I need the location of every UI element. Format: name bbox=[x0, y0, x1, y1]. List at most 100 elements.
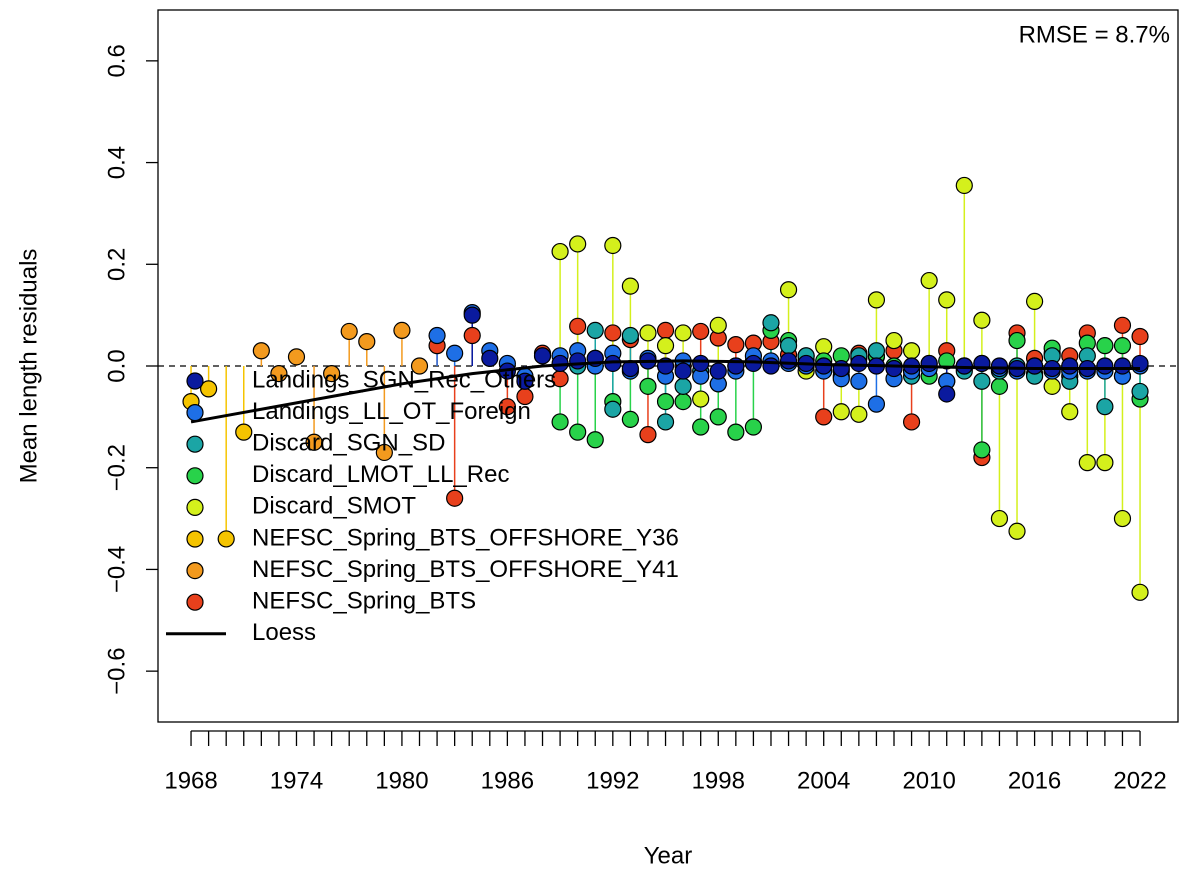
residual-point bbox=[692, 322, 710, 341]
residual-point bbox=[1113, 357, 1132, 375]
residual-point bbox=[375, 443, 393, 462]
residual-point bbox=[727, 336, 745, 354]
x-tick-label: 1986 bbox=[481, 767, 534, 794]
residual-point bbox=[902, 413, 921, 431]
legend-label: NEFSC_Spring_BTS_OFFSHORE_Y41 bbox=[252, 556, 679, 583]
legend-marker bbox=[186, 498, 204, 516]
residual-point bbox=[1008, 522, 1026, 540]
residual-point bbox=[779, 281, 798, 299]
residual-point bbox=[990, 377, 1009, 395]
y-tick-label: 0.2 bbox=[103, 248, 130, 281]
residual-point bbox=[323, 365, 341, 383]
legend-label: NEFSC_Spring_BTS_OFFSHORE_Y36 bbox=[252, 524, 679, 551]
residual-point bbox=[1113, 509, 1132, 528]
residual-point bbox=[656, 393, 675, 411]
residual-point bbox=[674, 377, 692, 395]
residual-point bbox=[639, 426, 657, 444]
residual-point bbox=[885, 359, 903, 378]
residual-point bbox=[551, 242, 569, 261]
residual-point bbox=[1043, 377, 1061, 395]
residual-point bbox=[990, 357, 1009, 375]
y-tick-label: 0.6 bbox=[103, 44, 130, 77]
legend-marker bbox=[186, 372, 204, 390]
residual-point bbox=[252, 342, 270, 360]
residual-point bbox=[920, 354, 938, 373]
residual-point bbox=[287, 348, 306, 366]
residual-point bbox=[446, 344, 464, 362]
y-axis-label: Mean length residuals bbox=[15, 249, 42, 484]
residual-point bbox=[235, 423, 253, 441]
loess-line bbox=[190, 359, 1141, 424]
y-tick-label: −0.6 bbox=[103, 647, 130, 694]
residual-point bbox=[621, 326, 639, 345]
residual-point bbox=[973, 311, 991, 329]
y-tick-label: 0.0 bbox=[103, 349, 130, 382]
x-axis-label: Year bbox=[644, 842, 693, 869]
residual-point bbox=[1025, 292, 1044, 311]
residual-point bbox=[656, 337, 675, 355]
residual-point bbox=[639, 377, 657, 395]
residual-point bbox=[938, 385, 956, 403]
residual-point bbox=[463, 326, 481, 345]
residual-point bbox=[270, 365, 288, 383]
residual-point bbox=[217, 530, 235, 548]
residual-point bbox=[938, 352, 956, 370]
legend-marker bbox=[186, 593, 204, 611]
residual-point bbox=[902, 342, 921, 360]
residual-point bbox=[358, 332, 376, 351]
residual-point bbox=[885, 331, 903, 350]
residual-point bbox=[973, 372, 991, 390]
residual-point bbox=[762, 357, 780, 375]
residual-point bbox=[815, 408, 833, 426]
residual-point bbox=[656, 321, 675, 339]
residual-point bbox=[1096, 398, 1114, 416]
residual-point bbox=[1008, 331, 1026, 350]
legend-marker bbox=[186, 530, 204, 548]
residual-point bbox=[569, 317, 587, 335]
residual-point bbox=[1131, 583, 1149, 601]
x-tick-label: 2022 bbox=[1113, 767, 1166, 794]
x-tick-label: 2010 bbox=[902, 767, 955, 794]
residual-point bbox=[692, 390, 710, 408]
residual-point bbox=[463, 306, 481, 324]
y-tick-label: −0.2 bbox=[103, 444, 130, 491]
residual-point bbox=[428, 326, 446, 345]
legend-label: Discard_SMOT bbox=[252, 493, 416, 520]
residual-point bbox=[692, 354, 710, 373]
residual-point bbox=[762, 314, 780, 332]
residual-point bbox=[674, 362, 692, 380]
residual-point bbox=[674, 324, 692, 342]
residual-point bbox=[586, 321, 604, 339]
annotation: RMSE = 8.7% bbox=[1019, 21, 1170, 48]
x-tick-label: 2016 bbox=[1008, 767, 1061, 794]
residual-point bbox=[340, 322, 358, 341]
residual-point bbox=[305, 433, 323, 451]
x-tick-label: 1998 bbox=[692, 767, 745, 794]
residual-point bbox=[604, 236, 622, 255]
residual-point bbox=[1096, 337, 1114, 355]
legend-marker bbox=[186, 561, 204, 580]
residual-point bbox=[1096, 454, 1114, 472]
legend-label: Landings_LL_OT_Foreign bbox=[252, 398, 531, 425]
residual-point bbox=[1025, 357, 1044, 375]
residual-point bbox=[604, 324, 622, 342]
x-tick-label: 1980 bbox=[375, 767, 428, 794]
residual-point bbox=[410, 357, 429, 375]
residual-point bbox=[621, 277, 639, 295]
x-tick-label: 2004 bbox=[797, 767, 850, 794]
residual-point bbox=[621, 410, 639, 428]
residual-point bbox=[1078, 454, 1096, 472]
residual-point bbox=[920, 271, 938, 290]
residual-point bbox=[1113, 337, 1132, 355]
residual-point bbox=[498, 398, 516, 416]
residual-point bbox=[779, 337, 798, 355]
residual-point bbox=[973, 441, 991, 459]
residual-point bbox=[850, 372, 868, 390]
residual-point bbox=[692, 418, 710, 436]
residual-point bbox=[569, 423, 587, 441]
residual-point bbox=[815, 338, 833, 356]
legend-label: Discard_LMOT_LL_Rec bbox=[252, 461, 509, 488]
residual-point bbox=[850, 354, 868, 373]
residual-point bbox=[955, 176, 973, 195]
residual-point bbox=[674, 393, 692, 411]
